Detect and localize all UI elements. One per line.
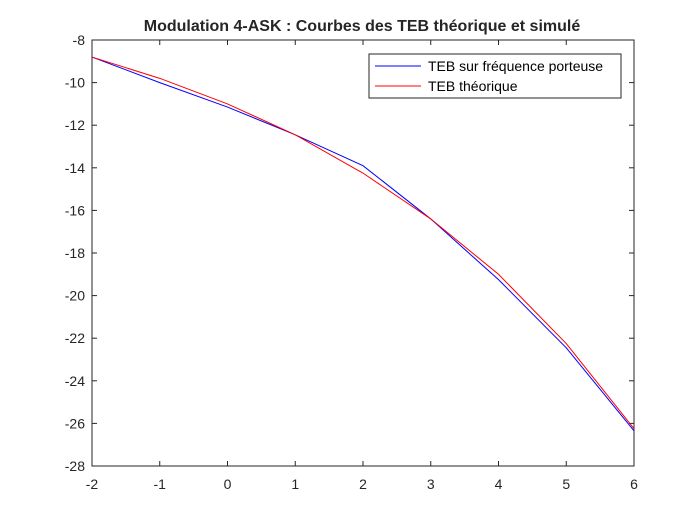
x-tick-label: 2 [359, 476, 367, 492]
legend-label-theoretical: TEB théorique [428, 78, 518, 94]
legend-box [368, 53, 622, 99]
x-tick-label: 6 [630, 476, 638, 492]
legend-label-simulated: TEB sur fréquence porteuse [428, 58, 603, 74]
y-tick-label: -18 [65, 245, 85, 261]
x-tick-label: 1 [291, 476, 299, 492]
x-tick-label: -1 [154, 476, 167, 492]
series-line-0 [91, 56, 635, 432]
x-tick-label: 3 [427, 476, 435, 492]
chart-title: Modulation 4-ASK : Courbes des TEB théor… [144, 18, 581, 35]
series-line-1 [91, 56, 635, 430]
y-tick-label: -8 [73, 32, 86, 48]
axes-box [91, 39, 635, 467]
y-tick-label: -10 [65, 75, 85, 91]
y-tick-label: -28 [65, 458, 85, 474]
y-tick-label: -12 [65, 117, 85, 133]
y-tick-label: -14 [65, 160, 85, 176]
x-tick-label: 5 [562, 476, 570, 492]
x-tick-label: -2 [86, 476, 99, 492]
x-tick-label: 4 [495, 476, 503, 492]
y-tick-label: -24 [65, 373, 85, 389]
y-tick-label: -20 [65, 288, 85, 304]
y-tick-label: -16 [65, 202, 85, 218]
legend: TEB sur fréquence porteuse TEB théorique [368, 53, 622, 99]
plot-area: -2 -1 0 1 2 3 4 5 6-8-10-12-14-16-18-20-22-24-26… [65, 32, 638, 492]
y-tick-label: -22 [65, 330, 85, 346]
y-tick-label: -26 [65, 415, 85, 431]
x-tick-label: 0 [224, 476, 232, 492]
